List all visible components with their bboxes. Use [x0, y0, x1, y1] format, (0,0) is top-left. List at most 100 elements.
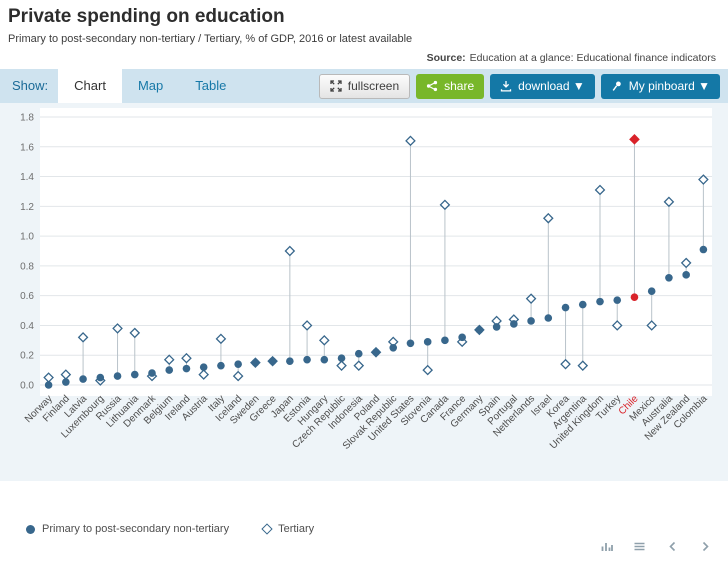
data-point-primary[interactable]: [44, 381, 53, 389]
data-point-tertiary[interactable]: [215, 333, 227, 345]
data-point-primary[interactable]: [578, 300, 587, 309]
toolbar-spacer: [242, 69, 315, 103]
data-point-tertiary[interactable]: [698, 174, 709, 185]
source-link[interactable]: Education at a glance: Educational finan…: [469, 52, 716, 64]
data-point-primary[interactable]: [79, 375, 87, 383]
data-point-tertiary[interactable]: [112, 323, 123, 334]
data-point-tertiary[interactable]: [318, 335, 330, 346]
data-point-primary[interactable]: [251, 358, 260, 367]
y-axis-tick: 0.0: [20, 381, 34, 392]
data-point-primary[interactable]: [510, 320, 518, 328]
data-point-primary[interactable]: [423, 338, 432, 346]
chart-subtitle: Primary to post-secondary non-tertiary /…: [8, 33, 413, 45]
widget-footer: [0, 535, 728, 553]
previous-arrow-icon[interactable]: [666, 540, 679, 553]
my-pinboard-button[interactable]: My pinboard ▼: [600, 73, 720, 99]
data-point-tertiary[interactable]: [301, 320, 313, 331]
data-point-primary[interactable]: [182, 364, 191, 373]
data-point-primary[interactable]: [372, 348, 380, 357]
data-point-tertiary[interactable]: [525, 293, 537, 304]
fullscreen-button-label: fullscreen: [347, 79, 400, 93]
data-point-tertiary[interactable]: [77, 332, 89, 343]
data-point-primary[interactable]: [458, 333, 466, 342]
data-point-primary[interactable]: [475, 326, 484, 334]
data-point-primary[interactable]: [682, 271, 690, 279]
data-point-tertiary[interactable]: [629, 134, 640, 145]
data-point-primary[interactable]: [647, 287, 656, 295]
data-point-tertiary[interactable]: [232, 370, 244, 382]
bar-chart-icon[interactable]: [600, 540, 613, 553]
share-button[interactable]: share: [416, 73, 485, 99]
data-point-primary[interactable]: [699, 245, 708, 254]
legend-item-tertiary[interactable]: Tertiary: [261, 523, 314, 535]
data-point-primary[interactable]: [217, 361, 225, 370]
show-label: Show:: [12, 78, 49, 93]
tab-map[interactable]: Map: [137, 78, 164, 93]
data-point-tertiary[interactable]: [439, 199, 451, 211]
y-axis-tick: 0.2: [20, 351, 34, 362]
data-point-primary[interactable]: [199, 363, 208, 371]
data-point-tertiary[interactable]: [129, 327, 141, 339]
chart-header: Private spending on education Primary to…: [0, 0, 728, 64]
data-point-tertiary[interactable]: [456, 336, 468, 348]
data-point-primary[interactable]: [96, 373, 105, 382]
data-point-tertiary[interactable]: [594, 184, 606, 196]
tab-chart[interactable]: Chart: [58, 69, 122, 103]
y-axis-tick: 1.8: [20, 113, 34, 124]
data-point-primary[interactable]: [303, 355, 311, 364]
data-point-primary[interactable]: [544, 314, 553, 322]
data-point-primary[interactable]: [406, 339, 415, 348]
source-label: Source:: [426, 52, 466, 64]
y-axis-tick: 0.8: [20, 261, 34, 272]
data-point-tertiary[interactable]: [353, 360, 365, 371]
source-row: Source: Education at a glance: Educationa…: [8, 52, 718, 64]
menu-icon[interactable]: [633, 540, 646, 553]
data-point-tertiary[interactable]: [542, 212, 554, 224]
data-point-tertiary[interactable]: [198, 369, 210, 380]
data-point-tertiary[interactable]: [422, 364, 434, 376]
data-point-primary[interactable]: [320, 355, 329, 364]
data-point-primary[interactable]: [354, 349, 363, 358]
data-point-primary[interactable]: [492, 323, 501, 331]
data-point-tertiary[interactable]: [181, 352, 192, 364]
data-point-tertiary[interactable]: [577, 360, 589, 371]
chart-legend: Primary to post-secondary non-tertiary T…: [26, 523, 728, 535]
legend-item-primary[interactable]: Primary to post-secondary non-tertiary: [26, 523, 229, 535]
data-point-primary[interactable]: [613, 296, 622, 304]
data-point-primary[interactable]: [165, 366, 174, 374]
page-title: Private spending on education: [8, 6, 285, 27]
download-button-label: download ▼: [518, 79, 585, 93]
chart-canvas[interactable]: 0.00.20.40.60.81.01.21.41.61.8NorwayFinl…: [0, 103, 728, 481]
data-point-tertiary[interactable]: [646, 320, 658, 331]
data-point-primary[interactable]: [561, 303, 570, 312]
data-point-primary[interactable]: [630, 293, 639, 301]
data-point-primary[interactable]: [148, 369, 156, 377]
data-point-primary[interactable]: [62, 378, 70, 386]
data-point-tertiary[interactable]: [663, 196, 675, 208]
download-button[interactable]: download ▼: [490, 73, 595, 99]
data-point-tertiary[interactable]: [163, 354, 175, 366]
tab-table[interactable]: Table: [195, 78, 227, 93]
data-point-primary[interactable]: [441, 336, 449, 345]
data-point-tertiary[interactable]: [560, 358, 571, 370]
fullscreen-button[interactable]: fullscreen: [318, 73, 411, 99]
toolbar: Show: Chart Map Table fullscreen share: [0, 69, 728, 103]
share-button-label: share: [444, 79, 475, 93]
data-point-primary[interactable]: [337, 354, 346, 362]
data-point-primary[interactable]: [130, 370, 139, 379]
download-icon: [500, 80, 512, 92]
data-point-primary[interactable]: [596, 297, 604, 306]
data-point-primary[interactable]: [268, 357, 277, 365]
data-point-tertiary[interactable]: [611, 320, 623, 331]
data-point-primary[interactable]: [113, 372, 122, 380]
data-point-tertiary[interactable]: [284, 245, 296, 257]
data-point-primary[interactable]: [665, 274, 673, 282]
data-point-primary[interactable]: [234, 360, 242, 368]
data-point-tertiary[interactable]: [680, 257, 692, 269]
next-arrow-icon[interactable]: [699, 540, 712, 553]
data-point-primary[interactable]: [527, 317, 535, 325]
data-point-primary[interactable]: [286, 357, 294, 365]
data-point-tertiary[interactable]: [405, 135, 416, 147]
data-point-tertiary[interactable]: [336, 360, 347, 371]
data-point-primary[interactable]: [389, 343, 398, 352]
